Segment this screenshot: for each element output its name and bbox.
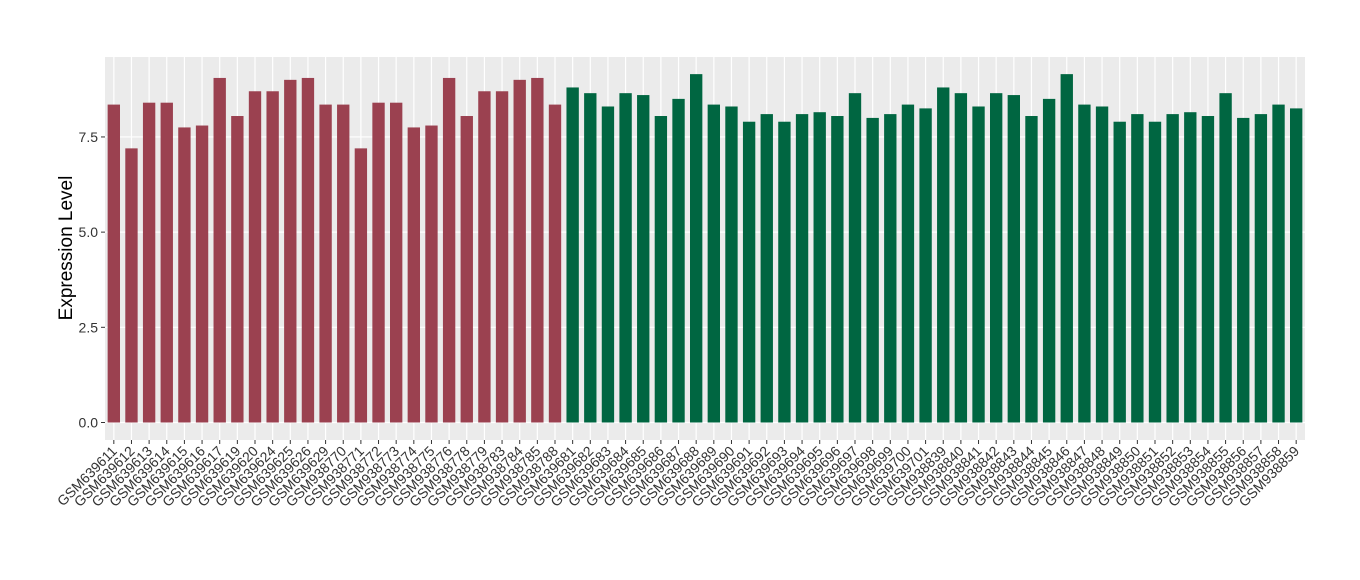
bar xyxy=(584,93,597,423)
bar xyxy=(1254,114,1268,423)
bar xyxy=(848,93,862,423)
bar xyxy=(372,102,385,423)
y-tick-label: 0.0 xyxy=(79,414,99,430)
bar xyxy=(1007,95,1020,423)
bar xyxy=(813,112,826,423)
bar xyxy=(566,87,579,423)
bar xyxy=(1201,116,1215,423)
bar xyxy=(319,104,332,423)
bar xyxy=(195,125,209,423)
bar xyxy=(1237,117,1250,423)
bar xyxy=(831,116,844,423)
bar xyxy=(742,121,756,423)
bar xyxy=(266,91,279,423)
y-tick-label: 2.5 xyxy=(79,319,99,335)
bar xyxy=(760,114,773,423)
bar xyxy=(637,95,650,423)
bar xyxy=(548,104,562,423)
bar xyxy=(107,104,120,423)
bar xyxy=(337,104,350,423)
bar xyxy=(937,87,950,423)
bar xyxy=(866,117,879,423)
bar xyxy=(1078,104,1091,423)
bar xyxy=(778,121,791,423)
bar xyxy=(390,102,403,423)
bar xyxy=(672,98,685,423)
bar xyxy=(1095,106,1109,423)
bar xyxy=(1272,104,1285,423)
bar xyxy=(1219,93,1232,423)
bar xyxy=(531,77,544,423)
bar xyxy=(495,91,509,423)
bar xyxy=(478,91,491,423)
bar xyxy=(690,74,703,423)
bar xyxy=(1113,121,1126,423)
bar xyxy=(442,77,456,423)
bar xyxy=(407,127,420,423)
bar xyxy=(707,104,720,423)
bar xyxy=(1166,114,1179,423)
bar xyxy=(619,93,632,423)
bar xyxy=(725,106,738,423)
y-tick-label: 5.0 xyxy=(79,224,99,240)
bar xyxy=(990,93,1003,423)
y-axis-title: Expression Level xyxy=(56,176,77,321)
bar xyxy=(1131,114,1144,423)
bar xyxy=(513,79,526,423)
bar xyxy=(301,77,315,423)
bar xyxy=(125,148,138,423)
bar xyxy=(1025,116,1038,423)
bar xyxy=(795,114,809,423)
bar xyxy=(1184,112,1197,423)
bar xyxy=(972,106,985,423)
bar xyxy=(284,79,297,423)
bar xyxy=(1148,121,1162,423)
bar xyxy=(884,114,897,423)
bar xyxy=(231,116,244,423)
bar xyxy=(954,93,968,423)
bar xyxy=(248,91,262,423)
bar xyxy=(901,104,915,423)
bar xyxy=(142,102,156,423)
bar xyxy=(213,77,226,423)
bar xyxy=(919,108,932,423)
bar xyxy=(354,148,368,423)
bar xyxy=(1060,74,1073,423)
bar xyxy=(654,116,668,423)
bar xyxy=(1290,108,1303,423)
bar xyxy=(1042,98,1056,423)
bar xyxy=(160,102,173,423)
bar xyxy=(601,106,615,423)
bar xyxy=(460,116,473,423)
bar xyxy=(425,125,438,423)
bar xyxy=(178,127,191,423)
y-tick-label: 7.5 xyxy=(79,129,99,145)
